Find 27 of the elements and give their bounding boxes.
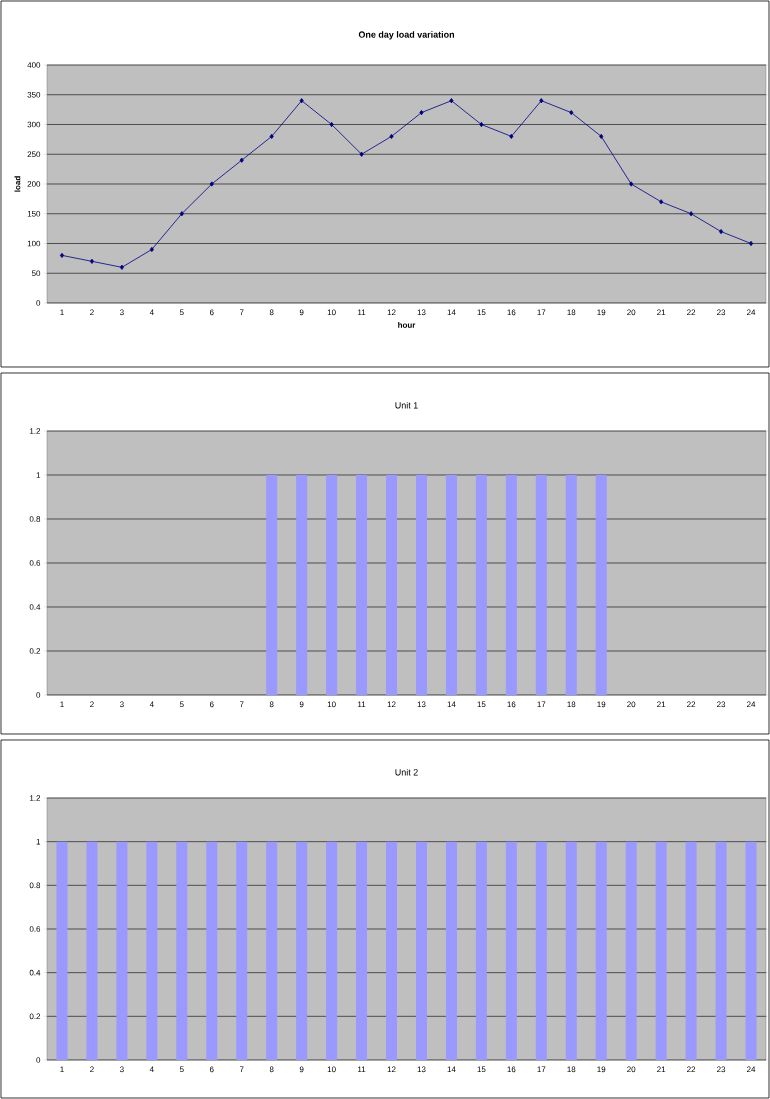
point (569, 109, 574, 116)
point (419, 109, 424, 116)
point (269, 133, 274, 139)
point (299, 98, 304, 104)
point (479, 121, 484, 128)
point (509, 133, 514, 139)
point (149, 246, 154, 253)
point (539, 98, 544, 104)
point (659, 199, 664, 205)
point (209, 181, 214, 187)
chart-title: Unit 1 (395, 401, 418, 409)
point (629, 181, 634, 187)
chart-title: Unit 2 (395, 768, 418, 776)
point (89, 258, 94, 264)
point (329, 121, 334, 128)
chart-title: One day load variation (358, 31, 455, 40)
point (719, 228, 724, 235)
point (119, 264, 124, 270)
point (59, 252, 65, 258)
point (179, 211, 184, 217)
point (689, 211, 694, 217)
point (449, 98, 454, 104)
point (389, 133, 394, 139)
point (599, 133, 604, 139)
point (239, 157, 244, 163)
point (748, 240, 754, 247)
point (359, 151, 364, 157)
